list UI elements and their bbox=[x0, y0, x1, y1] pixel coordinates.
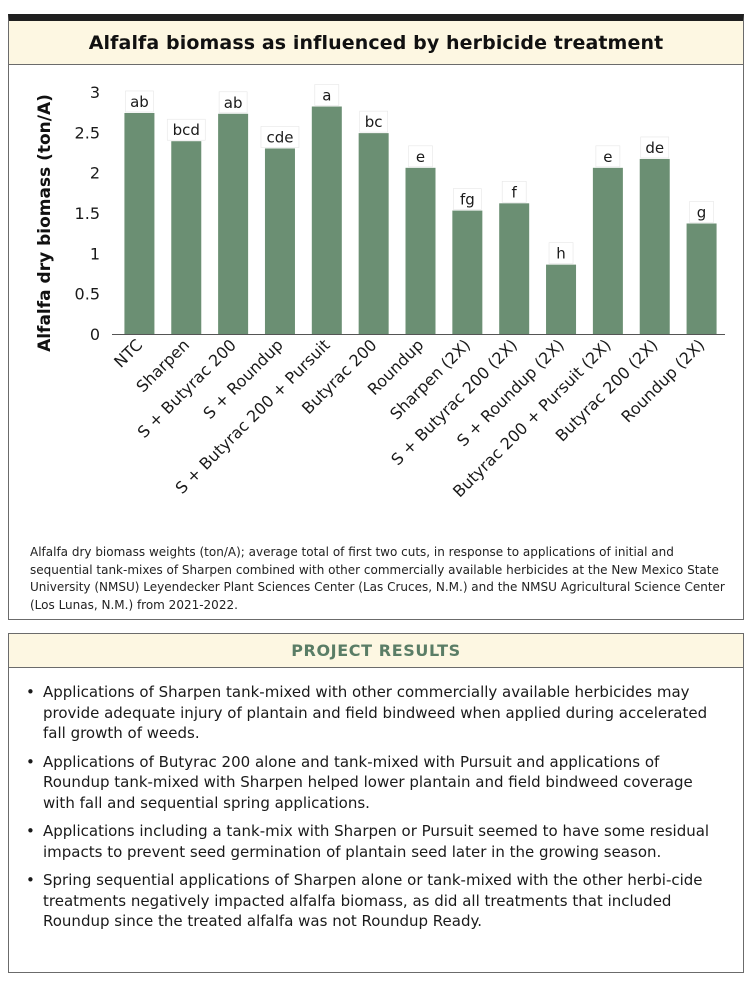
bar bbox=[264, 148, 295, 334]
significance-box bbox=[125, 90, 154, 113]
significance-letter: h bbox=[556, 245, 566, 263]
y-tick-label: 1 bbox=[90, 244, 100, 263]
bar bbox=[218, 113, 249, 334]
bullet: • bbox=[26, 822, 35, 840]
x-category-label: NTC bbox=[110, 335, 146, 371]
bullet: • bbox=[26, 752, 35, 771]
bar bbox=[499, 203, 530, 334]
bullet: • bbox=[26, 871, 35, 889]
result-item: • Applications of Butyrac 200 alone and … bbox=[23, 752, 725, 814]
chart-title: Alfalfa biomass as influenced by herbici… bbox=[88, 31, 664, 54]
significance-letter: a bbox=[322, 87, 331, 105]
significance-box bbox=[314, 84, 340, 106]
significance-letter: e bbox=[603, 148, 612, 166]
bar bbox=[171, 141, 202, 334]
significance-letter: e bbox=[416, 148, 425, 166]
bullet: • bbox=[26, 683, 35, 701]
y-tick-label: 3 bbox=[90, 83, 100, 102]
significance-box bbox=[408, 145, 433, 168]
significance-letter: bc bbox=[365, 113, 383, 131]
result-text: Spring sequential applications of Sharpe… bbox=[43, 871, 703, 930]
significance-box bbox=[501, 181, 527, 203]
y-axis-ticks: 0 0.5 1 1.5 2 2.5 3 bbox=[75, 83, 100, 344]
significance-box bbox=[166, 118, 206, 141]
significance-box bbox=[548, 242, 574, 264]
bars bbox=[124, 106, 717, 335]
significance-letter: bcd bbox=[173, 121, 200, 139]
project-results-panel: PROJECT RESULTS • Applications of Sharpe… bbox=[8, 633, 744, 973]
significance-box bbox=[218, 91, 248, 114]
significance-box bbox=[689, 201, 714, 223]
x-category-label: Roundup (2X) bbox=[617, 335, 708, 426]
significance-letter: ab bbox=[130, 93, 149, 111]
significance-box bbox=[640, 136, 670, 159]
bar bbox=[358, 133, 389, 334]
result-item: • Applications including a tank-mix with… bbox=[23, 821, 725, 862]
significance-box bbox=[260, 126, 300, 148]
bar bbox=[686, 223, 717, 334]
results-list: • Applications of Sharpen tank-mixed wit… bbox=[9, 668, 743, 932]
result-text: Applications including a tank-mix with S… bbox=[43, 822, 710, 861]
significance-letter: f bbox=[512, 183, 518, 201]
result-item: • Spring sequential applications of Shar… bbox=[23, 870, 725, 932]
bar-chart: 0 0.5 1 1.5 2 2.5 3 ab bcd ab cde a bc e fg f h e de g NTC… bbox=[35, 83, 725, 501]
significance-box bbox=[359, 110, 388, 133]
significance-letter: cde bbox=[266, 128, 293, 146]
result-text: Applications of Sharpen tank-mixed with … bbox=[43, 683, 708, 742]
bar bbox=[639, 158, 670, 334]
significance-letter: de bbox=[645, 139, 664, 157]
result-item: • Applications of Sharpen tank-mixed wit… bbox=[23, 682, 725, 744]
bar bbox=[452, 210, 483, 334]
significance-box bbox=[595, 145, 621, 168]
chart-caption: Alfalfa dry biomass weights (ton/A); ave… bbox=[30, 545, 725, 612]
chart-panel: Alfalfa biomass as influenced by herbici… bbox=[8, 14, 744, 620]
significance-box bbox=[453, 188, 482, 210]
significance-labels: ab bcd ab cde a bc e fg f h e de g bbox=[125, 84, 714, 264]
chart-title-bar: Alfalfa biomass as influenced by herbici… bbox=[9, 21, 743, 65]
significance-letter: fg bbox=[460, 191, 475, 209]
y-axis-label: Alfalfa dry biomass (ton/A) bbox=[35, 94, 55, 352]
bar bbox=[592, 167, 623, 334]
y-tick-label: 2.5 bbox=[75, 123, 100, 142]
bar bbox=[405, 167, 436, 334]
bar bbox=[124, 112, 155, 335]
significance-letter: g bbox=[697, 203, 707, 221]
y-tick-label: 0 bbox=[90, 325, 100, 344]
significance-letter: ab bbox=[224, 94, 243, 112]
results-header: PROJECT RESULTS bbox=[9, 634, 743, 668]
y-tick-label: 1.5 bbox=[75, 204, 100, 223]
result-text: Applications of Butyrac 200 alone and ta… bbox=[43, 752, 693, 812]
y-tick-label: 0.5 bbox=[75, 285, 100, 304]
bar bbox=[546, 264, 577, 334]
y-tick-label: 2 bbox=[90, 164, 100, 183]
results-title: PROJECT RESULTS bbox=[291, 641, 461, 660]
bar bbox=[311, 106, 342, 335]
